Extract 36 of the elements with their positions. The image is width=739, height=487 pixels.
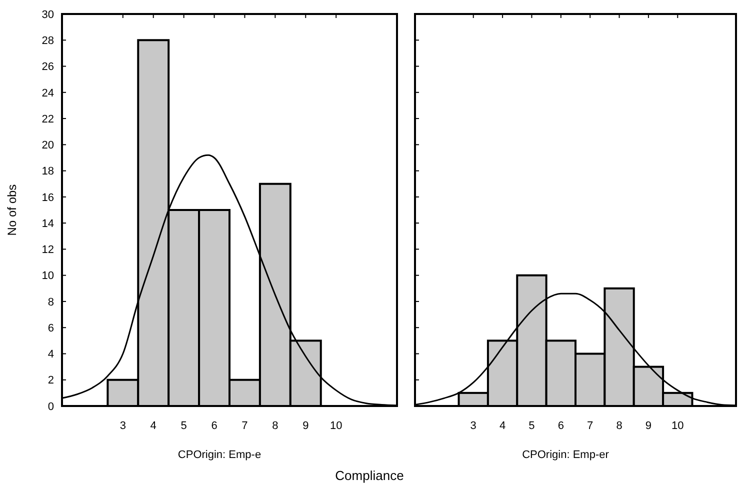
y-tick-label: 16 <box>42 192 54 204</box>
x-tick-label: 10 <box>330 420 342 432</box>
x-tick-label: 5 <box>180 420 187 432</box>
y-axis-title: No of obs <box>5 184 19 236</box>
y-tick-label: 20 <box>42 140 54 152</box>
x-tick-label: 6 <box>558 420 564 432</box>
y-tick-label: 30 <box>42 8 54 21</box>
x-tick-label: 7 <box>587 420 594 432</box>
y-tick-label: 24 <box>42 87 54 100</box>
x-tick-label: 3 <box>120 420 126 432</box>
x-tick-label: 10 <box>672 420 684 432</box>
x-tick-label: 3 <box>470 420 476 432</box>
text: Compliance <box>335 468 404 483</box>
y-tick-label: 18 <box>42 166 54 178</box>
x-axis-title: CPOrigin: Emp-e <box>178 449 262 461</box>
x-tick-label: 6 <box>211 420 218 432</box>
y-tick-label: 28 <box>42 34 54 47</box>
y-tick-label: 26 <box>42 61 54 74</box>
x-tick-label: 4 <box>499 420 506 432</box>
x-tick-label: 4 <box>150 420 156 432</box>
y-tick-label: 10 <box>42 270 54 282</box>
y-tick-label: 12 <box>42 244 54 256</box>
x-tick-label: 9 <box>645 420 652 432</box>
y-tick-label: 0 <box>48 400 54 413</box>
x-tick-label: 9 <box>302 420 309 432</box>
y-tick-label: 14 <box>42 218 54 230</box>
x-tick-label: 7 <box>242 420 248 432</box>
y-tick-label: 8 <box>48 296 54 308</box>
x-axis-title: CPOrigin: Emp-er <box>522 449 610 461</box>
x-tick-label: 5 <box>528 420 535 432</box>
x-tick-label: 8 <box>616 420 622 432</box>
y-tick-label: 2 <box>48 374 54 387</box>
y-tick-label: 22 <box>42 113 54 126</box>
y-tick-label: 4 <box>48 348 54 361</box>
y-tick-label: 6 <box>48 322 54 334</box>
x-tick-label: 8 <box>272 420 278 432</box>
